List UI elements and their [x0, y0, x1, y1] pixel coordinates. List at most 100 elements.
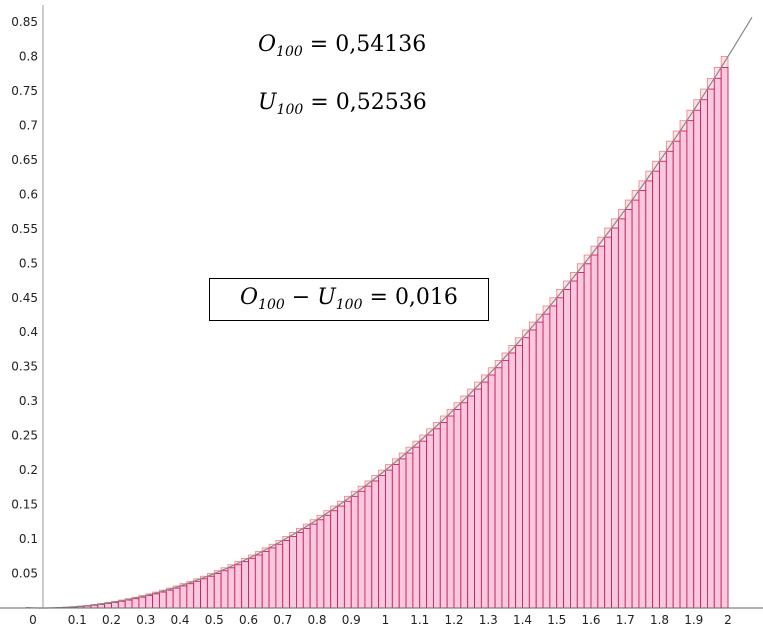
lower-bar [508, 352, 517, 609]
lower-bar [97, 604, 106, 609]
lower-bar [686, 120, 695, 609]
x-tick-label: 0.6 [239, 613, 258, 627]
lower-bar [652, 170, 660, 609]
lower-bar [248, 557, 256, 609]
lower-sum-label: U100 = 0,52536 [258, 90, 427, 118]
lower-bar [302, 527, 311, 609]
lower-sum-value: 0,52536 [335, 90, 427, 115]
upper-sum-equals: = [309, 32, 329, 57]
lower-bar [624, 209, 633, 609]
lower-bar [371, 480, 380, 609]
lower-bar [104, 603, 112, 609]
y-tick-label: 0.85 [11, 15, 38, 29]
lower-bar [357, 490, 366, 609]
lower-bar [111, 602, 119, 609]
y-tick-label: 0.75 [11, 84, 38, 98]
x-tick-label: 1 [382, 613, 390, 627]
lower-bar [117, 600, 126, 609]
lower-bar [707, 88, 715, 609]
lower-bar [323, 514, 332, 609]
lower-bar [419, 440, 428, 609]
lower-bar [398, 458, 407, 609]
lower-bar [487, 374, 496, 609]
lower-bar [220, 570, 229, 609]
y-tick-labels: 0.05 0.1 0.15 0.2 0.25 0.3 0.35 0.4 0.45 0.5 0.55 0… [11, 15, 38, 581]
lower-bar [590, 254, 599, 609]
lower-bar [522, 337, 530, 609]
lower-bar [494, 367, 503, 609]
upper-sum-symbol: O [258, 32, 277, 57]
lower-bar [583, 263, 592, 609]
lower-bar [665, 150, 674, 609]
x-tick-label: 1.6 [581, 613, 600, 627]
lower-bar [254, 554, 263, 609]
difference-symbol-b: U [317, 285, 336, 310]
upper-sum-subscript: 100 [276, 44, 303, 60]
lower-bar [672, 140, 681, 609]
lower-bar [193, 580, 201, 609]
x-tick-label: 1.2 [444, 613, 463, 627]
y-tick-label: 0.55 [11, 222, 38, 236]
function-curve [25, 16, 753, 609]
lower-bar [453, 408, 462, 609]
lower-bar [679, 130, 688, 609]
lower-bar [446, 415, 455, 609]
difference-box: O100 − U100 = 0,016 [209, 278, 489, 321]
y-tick-label: 0.2 [19, 463, 38, 477]
y-tick-label: 0.6 [19, 187, 38, 201]
lower-sum-bars [49, 66, 729, 609]
lower-bar [576, 271, 585, 609]
lower-bar [713, 77, 722, 609]
y-tick-label: 0.25 [11, 429, 38, 443]
lower-bar [309, 523, 318, 609]
lower-bar [535, 321, 544, 609]
lower-bar [158, 591, 167, 609]
x-tick-label: 1.8 [650, 613, 669, 627]
lower-bar [480, 381, 489, 609]
y-tick-label: 0.8 [19, 49, 38, 63]
x-tick-label: 1.5 [547, 613, 566, 627]
lower-bar [528, 329, 537, 609]
lower-bar [316, 519, 325, 609]
lower-bar [152, 593, 160, 609]
lower-bar [296, 532, 304, 609]
lower-bar [385, 469, 393, 609]
x-tick-label: 1.3 [479, 613, 498, 627]
y-tick-label: 0.1 [19, 532, 38, 546]
x-tick-label: 0.3 [136, 613, 155, 627]
upper-sum-value: 0,54136 [335, 32, 427, 57]
lower-bar [693, 109, 702, 609]
lower-bar [638, 190, 647, 609]
x-tick-label: 0.4 [170, 613, 189, 627]
lower-bar [200, 578, 208, 609]
lower-bar [631, 199, 640, 609]
lower-bar [213, 573, 222, 609]
difference-equals: = [369, 285, 388, 310]
lower-bar [186, 583, 195, 609]
lower-bar [460, 402, 469, 609]
x-tick-label: 0.1 [68, 613, 87, 627]
difference-subscript-a: 100 [258, 297, 285, 313]
lower-bar [282, 539, 291, 609]
lower-bar [467, 395, 476, 609]
x-tick-label: 0.5 [205, 613, 224, 627]
x-tick-label: 1.4 [513, 613, 532, 627]
lower-bar [131, 598, 140, 609]
lower-bar [364, 485, 373, 609]
y-tick-label: 0.45 [11, 291, 38, 305]
lower-bar [378, 475, 386, 609]
lower-bar [124, 599, 133, 609]
lower-bar [391, 464, 400, 609]
lower-bar [611, 227, 619, 609]
y-tick-label: 0.3 [19, 394, 38, 408]
y-tick-label: 0.05 [11, 567, 38, 581]
lower-sum-subscript: 100 [276, 102, 304, 118]
lower-bar [645, 180, 654, 609]
x-tick-label: 0.7 [273, 613, 292, 627]
lower-bar [474, 388, 482, 609]
difference-subscript-b: 100 [335, 297, 363, 313]
lower-bar [179, 585, 188, 609]
lower-bar [206, 575, 215, 609]
y-tick-label: 0.5 [19, 256, 38, 270]
lower-bar [700, 99, 708, 609]
